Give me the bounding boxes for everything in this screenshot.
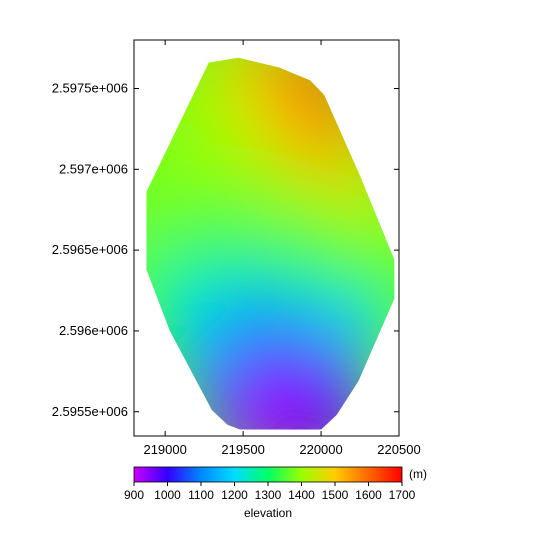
y-tick-label: 2.5955e+006 <box>52 404 128 419</box>
colorbar-tick-label: 1100 <box>188 488 214 502</box>
colorbar-tick-label: 1200 <box>221 488 248 502</box>
colorbar-tick-label: 1400 <box>288 488 315 502</box>
plot-frame <box>133 39 400 437</box>
x-tick-label: 220500 <box>377 442 420 457</box>
colorbar-unit: (m) <box>409 467 427 481</box>
x-tick-label: 220000 <box>299 442 342 457</box>
elevation-samples <box>146 57 395 430</box>
y-tick-label: 2.597e+006 <box>59 161 128 176</box>
x-tick-label: 219500 <box>221 442 264 457</box>
colorbar-tick-label: 1500 <box>322 488 349 502</box>
colorbar: (m) elevation 900 1000 1100 1200 1300 1400 150… <box>124 466 427 520</box>
colorbar-tick-label: 1000 <box>154 488 181 502</box>
x-tick-label: 219000 <box>143 442 186 457</box>
colorbar-tick-label: 1300 <box>255 488 282 502</box>
y-tick-label: 2.5965e+006 <box>52 242 128 257</box>
colorbar-tick-label: 1600 <box>355 488 382 502</box>
colorbar-tick-label: 900 <box>124 488 144 502</box>
y-tick-label: 2.596e+006 <box>59 323 128 338</box>
colorbar-ramp <box>133 466 403 483</box>
colorbar-tick-label: 1700 <box>389 488 416 502</box>
y-tick-label: 2.5975e+006 <box>52 80 128 95</box>
colorbar-label: elevation <box>244 506 292 520</box>
axis-ticks: 219000 219500 220000 220500 2.5975e+006 2.597… <box>52 40 421 457</box>
